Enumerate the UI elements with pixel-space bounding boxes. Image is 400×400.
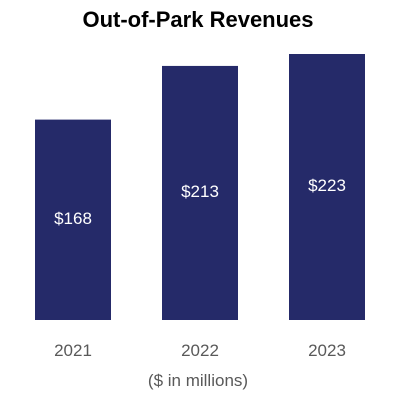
x-axis-label: ($ in millions) [148, 371, 248, 390]
bar-2021 [35, 119, 111, 321]
x-axis-ticks: 2021 2022 2023 [54, 341, 346, 360]
chart-title: Out-of-Park Revenues [82, 7, 313, 32]
bar-value-label-2021: $168 [54, 209, 92, 228]
bar-2023 [289, 54, 365, 320]
x-tick-label-2023: 2023 [308, 341, 346, 360]
x-tick-label-2021: 2021 [54, 341, 92, 360]
bar-labels-layer: $168 $213 $223 [54, 176, 346, 228]
x-tick-label-2022: 2022 [181, 341, 219, 360]
bar-value-label-2022: $213 [181, 182, 219, 201]
bars-layer [35, 54, 365, 321]
bar-value-label-2023: $223 [308, 176, 346, 195]
bar-2022 [162, 65, 238, 320]
